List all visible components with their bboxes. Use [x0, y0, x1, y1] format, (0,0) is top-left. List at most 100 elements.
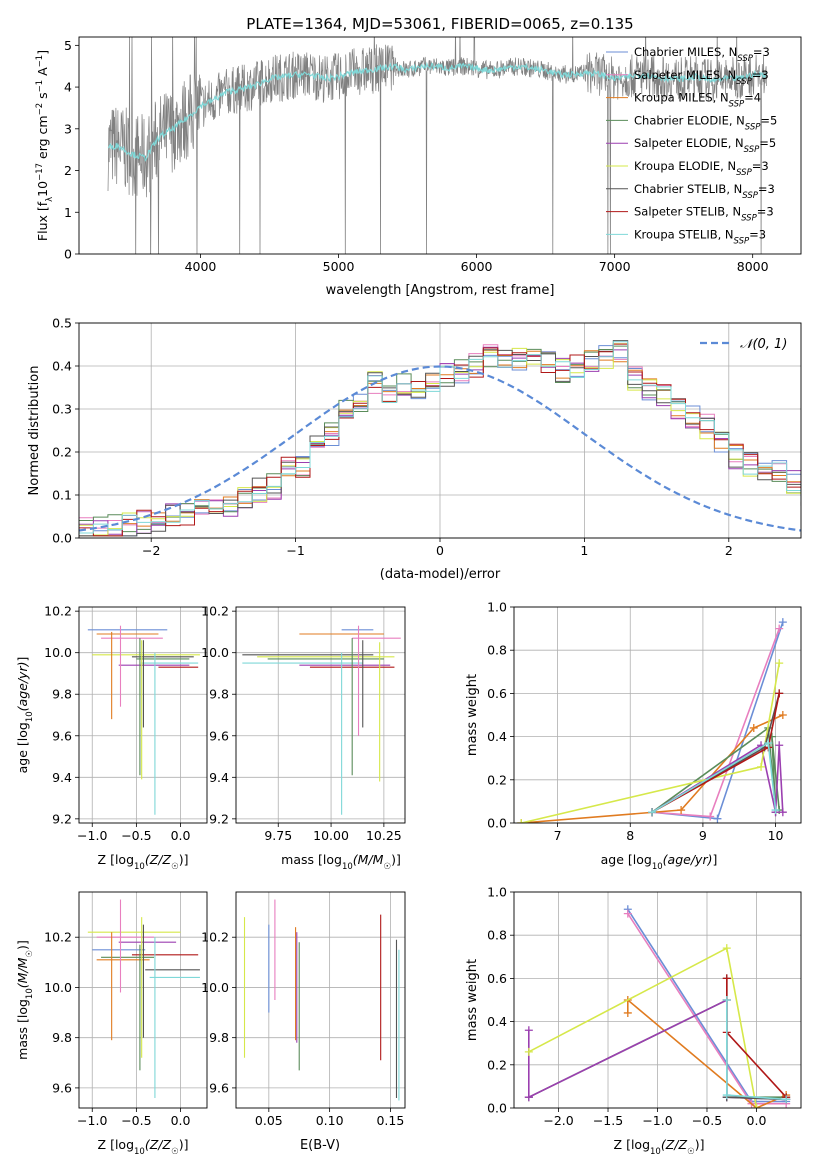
- y-tick-label: 1: [64, 205, 72, 220]
- y-tick-label: 0.6: [487, 971, 507, 986]
- axes-frame: [78, 891, 208, 1109]
- y-tick-label: 0: [64, 247, 72, 262]
- axes-frame: [235, 606, 406, 824]
- x-tick-label: 9.75: [264, 828, 292, 843]
- text-part: Kroupa MILES, N: [634, 91, 729, 105]
- y-tick-label: 9.4: [209, 770, 229, 785]
- legend-entry: Kroupa STELIB, NSSP=3: [634, 227, 766, 246]
- x-tick-label: 2: [725, 543, 733, 558]
- mass-weight-line: [651, 693, 780, 813]
- plot-area: [79, 340, 801, 537]
- text-part: )]: [179, 852, 189, 867]
- text-part: Kroupa ELODIE, N: [634, 159, 736, 173]
- plot-area: [87, 625, 200, 815]
- plus-marker: [517, 819, 526, 823]
- text-part: log: [15, 999, 30, 1018]
- y-tick-label: 0.6: [487, 686, 507, 701]
- x-axis-label: Z [log10(Z/Z☉)]: [614, 1137, 705, 1157]
- x-axis-label: Z [log10(Z/Z☉)]: [98, 852, 189, 872]
- y-tick-label: 1.0: [487, 885, 507, 900]
- plus-marker: [713, 814, 722, 823]
- text-part: Chabrier MILES, N: [634, 45, 737, 59]
- plus-marker: [749, 723, 758, 732]
- plus-marker: [778, 808, 787, 817]
- plus-marker: [677, 806, 686, 815]
- x-axis-label: wavelength [Angstrom, rest frame]: [326, 283, 555, 298]
- text-part: 10: [134, 862, 145, 872]
- text-part: )]: [391, 852, 401, 867]
- text-part: age [: [601, 852, 633, 867]
- frame: −1.0 −0.5 0.09.69.810.010.2Z [log10(Z/Z☉)]…: [15, 891, 208, 1157]
- grid: [236, 892, 405, 1108]
- y-tick-label: 9.6: [209, 728, 229, 743]
- model-spectrum-line: [107, 61, 768, 162]
- y-tick-label: 0.2: [487, 772, 507, 787]
- y-tick-label: 10.0: [201, 980, 229, 995]
- plus-marker: [752, 1104, 761, 1108]
- y-tick-label: 10.2: [44, 930, 72, 945]
- text-part: ☉: [687, 1147, 695, 1157]
- frame: 4000 5000 6000 7000 8000 0 1 2 3 4 5 PLATE=1364, MJ…: [35, 15, 802, 298]
- plus-marker: [722, 974, 731, 983]
- frame: 9.75 10.00 10.25 9.2 9.4 9.6 9.8 10.0 10.2 mass […: [201, 604, 406, 872]
- plus-marker: [722, 996, 731, 1004]
- x-tick-label: 10: [768, 828, 784, 843]
- text-part: s: [35, 92, 50, 103]
- y-tick-label: 9.8: [209, 1030, 229, 1045]
- mass-weight-line: [627, 998, 787, 1108]
- panel-7: −2.0 −1.5 −1.0 −0.5 0.0 0.0 0.2 0.4 0.6 0.8 1.0 Z […: [465, 885, 802, 1157]
- y-axis-label: mass weight: [465, 959, 480, 1041]
- text-part: Flux [f: [35, 201, 50, 241]
- y-tick-label: 0.4: [487, 729, 507, 744]
- legend-entry: Salpeter STELIB, NSSP=3: [634, 205, 774, 224]
- x-tick-label: 0.0: [171, 828, 191, 843]
- y-tick-label: 0.4: [487, 1014, 507, 1029]
- text-part: 10: [134, 1147, 145, 1157]
- text-part: Z [: [614, 1137, 631, 1152]
- text-part: 10: [342, 862, 353, 872]
- y-tick-label: 10.0: [44, 645, 72, 660]
- text-part: Salpeter MILES, N: [634, 68, 736, 82]
- panel-5: −1.0 −0.5 0.09.69.810.010.2Z [log10(Z/Z☉)]…: [15, 891, 208, 1157]
- grid: [514, 891, 801, 1109]
- text-part: ☉: [171, 1147, 179, 1157]
- plot-area: [517, 618, 787, 823]
- text-part: 10: [35, 181, 50, 197]
- frame: −2.0 −1.5 −1.0 −0.5 0.0 0.0 0.2 0.4 0.6 0.8 1.0 Z […: [465, 885, 802, 1157]
- x-tick-label: 6000: [461, 259, 493, 274]
- text-part: (age/yr): [15, 662, 30, 712]
- text-part: ]: [712, 852, 717, 867]
- y-tick-label: 10.0: [44, 980, 72, 995]
- x-tick-label: 10.25: [366, 828, 402, 843]
- x-tick-label: 0.15: [376, 1113, 404, 1128]
- y-axis-label: age [log10(age/yr)]: [15, 657, 35, 774]
- plus-marker: [524, 1026, 533, 1035]
- plot-area: [242, 625, 401, 815]
- text-part: =5: [760, 113, 777, 127]
- y-tick-label: 9.6: [52, 1080, 72, 1095]
- grid: [79, 322, 801, 539]
- x-axis-label: Z [log10(Z/Z☉)]: [98, 1137, 189, 1157]
- plot-area: [524, 905, 791, 1108]
- text-part: erg cm: [35, 115, 50, 163]
- y-axis-label: Normed distribution: [27, 366, 42, 496]
- y-tick-label: 9.2: [52, 811, 72, 826]
- text-part: =3: [758, 182, 775, 196]
- text-part: −17: [35, 163, 45, 181]
- plus-marker: [722, 944, 731, 953]
- x-tick-label: 4000: [185, 259, 217, 274]
- x-tick-label: −1.0: [77, 1113, 107, 1128]
- text-part: SSP: [741, 214, 757, 224]
- axes-frame: [513, 891, 802, 1109]
- x-tick-label: −2.0: [543, 1113, 573, 1128]
- x-tick-label: −1: [286, 543, 304, 558]
- text-part: =3: [752, 159, 769, 173]
- y-tick-label: 5: [64, 38, 72, 53]
- axes-frame: [78, 322, 802, 539]
- plus-marker: [775, 689, 784, 698]
- x-axis-label: age [log10(age/yr)]: [601, 852, 718, 872]
- y-tick-label: 0.3: [52, 402, 72, 417]
- text-part: log: [323, 852, 342, 867]
